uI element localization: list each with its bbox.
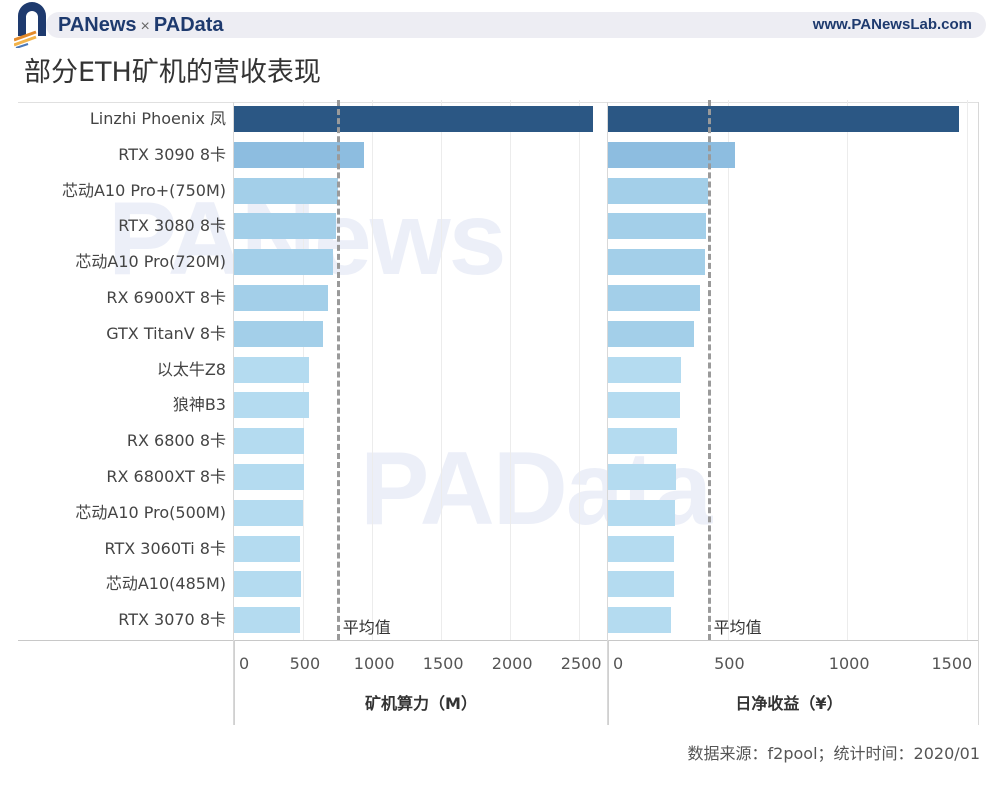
x-axis-baseline [18, 640, 978, 641]
bar [608, 428, 677, 455]
x-tick-label: 0 [239, 654, 250, 673]
bar [234, 535, 301, 562]
x-tick-label: 0 [613, 654, 624, 673]
bar [608, 249, 705, 276]
bar [234, 392, 309, 419]
x-tick-label: 1500 [422, 654, 464, 673]
gridline [441, 100, 442, 640]
gridline [727, 100, 729, 640]
bar [608, 177, 708, 204]
gridline [847, 100, 848, 640]
brand-padata: PAData [153, 14, 224, 36]
x-tick-label: 500 [714, 654, 745, 673]
x-tick-label: 1500 [931, 654, 973, 673]
brand-panews: PANews [58, 14, 137, 36]
profit-panel: 平均值 [608, 100, 978, 640]
brand: PANews × PAData [58, 12, 224, 40]
data-source: 数据来源：f2pool；统计时间：2020/01 [687, 744, 980, 763]
category-label: Linzhi Phoenix 凤 [89, 109, 226, 128]
category-label: 以太牛Z8 [156, 359, 226, 379]
bar [234, 571, 301, 598]
category-label: 芯动A10 Pro+(750M) [61, 180, 226, 200]
bar [234, 499, 303, 526]
bar [234, 464, 305, 490]
category-label: RTX 3070 8卡 [118, 610, 226, 630]
bar [608, 464, 676, 490]
hashrate-axis: 矿机算力（M） 0 500 1000 1500 2000 2500 [234, 640, 606, 725]
bar [608, 106, 960, 132]
bar [608, 535, 674, 562]
panews-logo-icon [14, 2, 46, 48]
category-label: RX 6800 8卡 [126, 431, 226, 451]
bar [234, 285, 328, 311]
gridline [372, 100, 373, 640]
category-label: 芯动A10(485M) [105, 574, 226, 594]
bar [234, 141, 364, 168]
panel-separator-left [233, 102, 234, 725]
bar [234, 607, 301, 634]
gridline [966, 100, 968, 640]
category-label: RTX 3090 8卡 [118, 144, 226, 164]
bar [234, 106, 593, 132]
profit-axis-title: 日净收益（¥） [735, 694, 843, 713]
category-label: RTX 3060Ti 8卡 [104, 538, 227, 558]
category-label: RTX 3080 8卡 [118, 216, 226, 236]
bar [234, 428, 305, 455]
site-url: www.PANewsLab.com [812, 16, 972, 33]
panel-separator-mid [607, 102, 608, 725]
bar [608, 285, 700, 311]
average-line [707, 100, 711, 640]
bar [608, 356, 681, 383]
bar [234, 213, 337, 240]
x-tick-label: 1000 [828, 654, 870, 673]
brand-separator: × [140, 18, 150, 35]
bar [608, 320, 694, 347]
bar [234, 249, 334, 276]
bar [234, 177, 338, 204]
bar [608, 141, 735, 168]
category-label: RX 6800XT 8卡 [106, 467, 226, 486]
gridline [510, 100, 511, 640]
bar [608, 571, 674, 598]
average-label: 平均值 [713, 618, 762, 637]
chart-title: 部分ETH矿机的营收表现 [24, 57, 321, 88]
category-label: GTX TitanV 8卡 [106, 323, 226, 343]
category-label: RX 6900XT 8卡 [106, 288, 226, 307]
profit-axis: 日净收益（¥） 0 500 1000 1500 [608, 640, 978, 725]
gridline [579, 100, 580, 640]
x-tick-label: 2000 [491, 654, 533, 673]
bar [234, 320, 323, 347]
bar [608, 499, 675, 526]
x-tick-label: 1000 [353, 654, 395, 673]
bar [608, 392, 680, 419]
category-label: 狼神B3 [172, 395, 226, 415]
x-tick-label: 2500 [560, 654, 602, 673]
panel-separator-right [978, 102, 979, 725]
category-label: 芯动A10 Pro(500M) [75, 502, 226, 522]
bar [608, 607, 671, 634]
header-bar [46, 12, 986, 38]
bar [234, 356, 310, 383]
bar [608, 213, 707, 240]
average-label: 平均值 [342, 618, 391, 637]
average-line [336, 100, 340, 640]
category-label: 芯动A10 Pro(720M) [75, 252, 226, 272]
top-border [18, 102, 978, 103]
chart-area: Linzhi Phoenix 凤 RTX 3090 8卡芯动A10 Pro+(75… [0, 100, 1000, 740]
hashrate-panel: 平均值 [234, 100, 606, 640]
x-tick-label: 500 [289, 654, 321, 673]
hashrate-axis-title: 矿机算力（M） [365, 694, 477, 713]
